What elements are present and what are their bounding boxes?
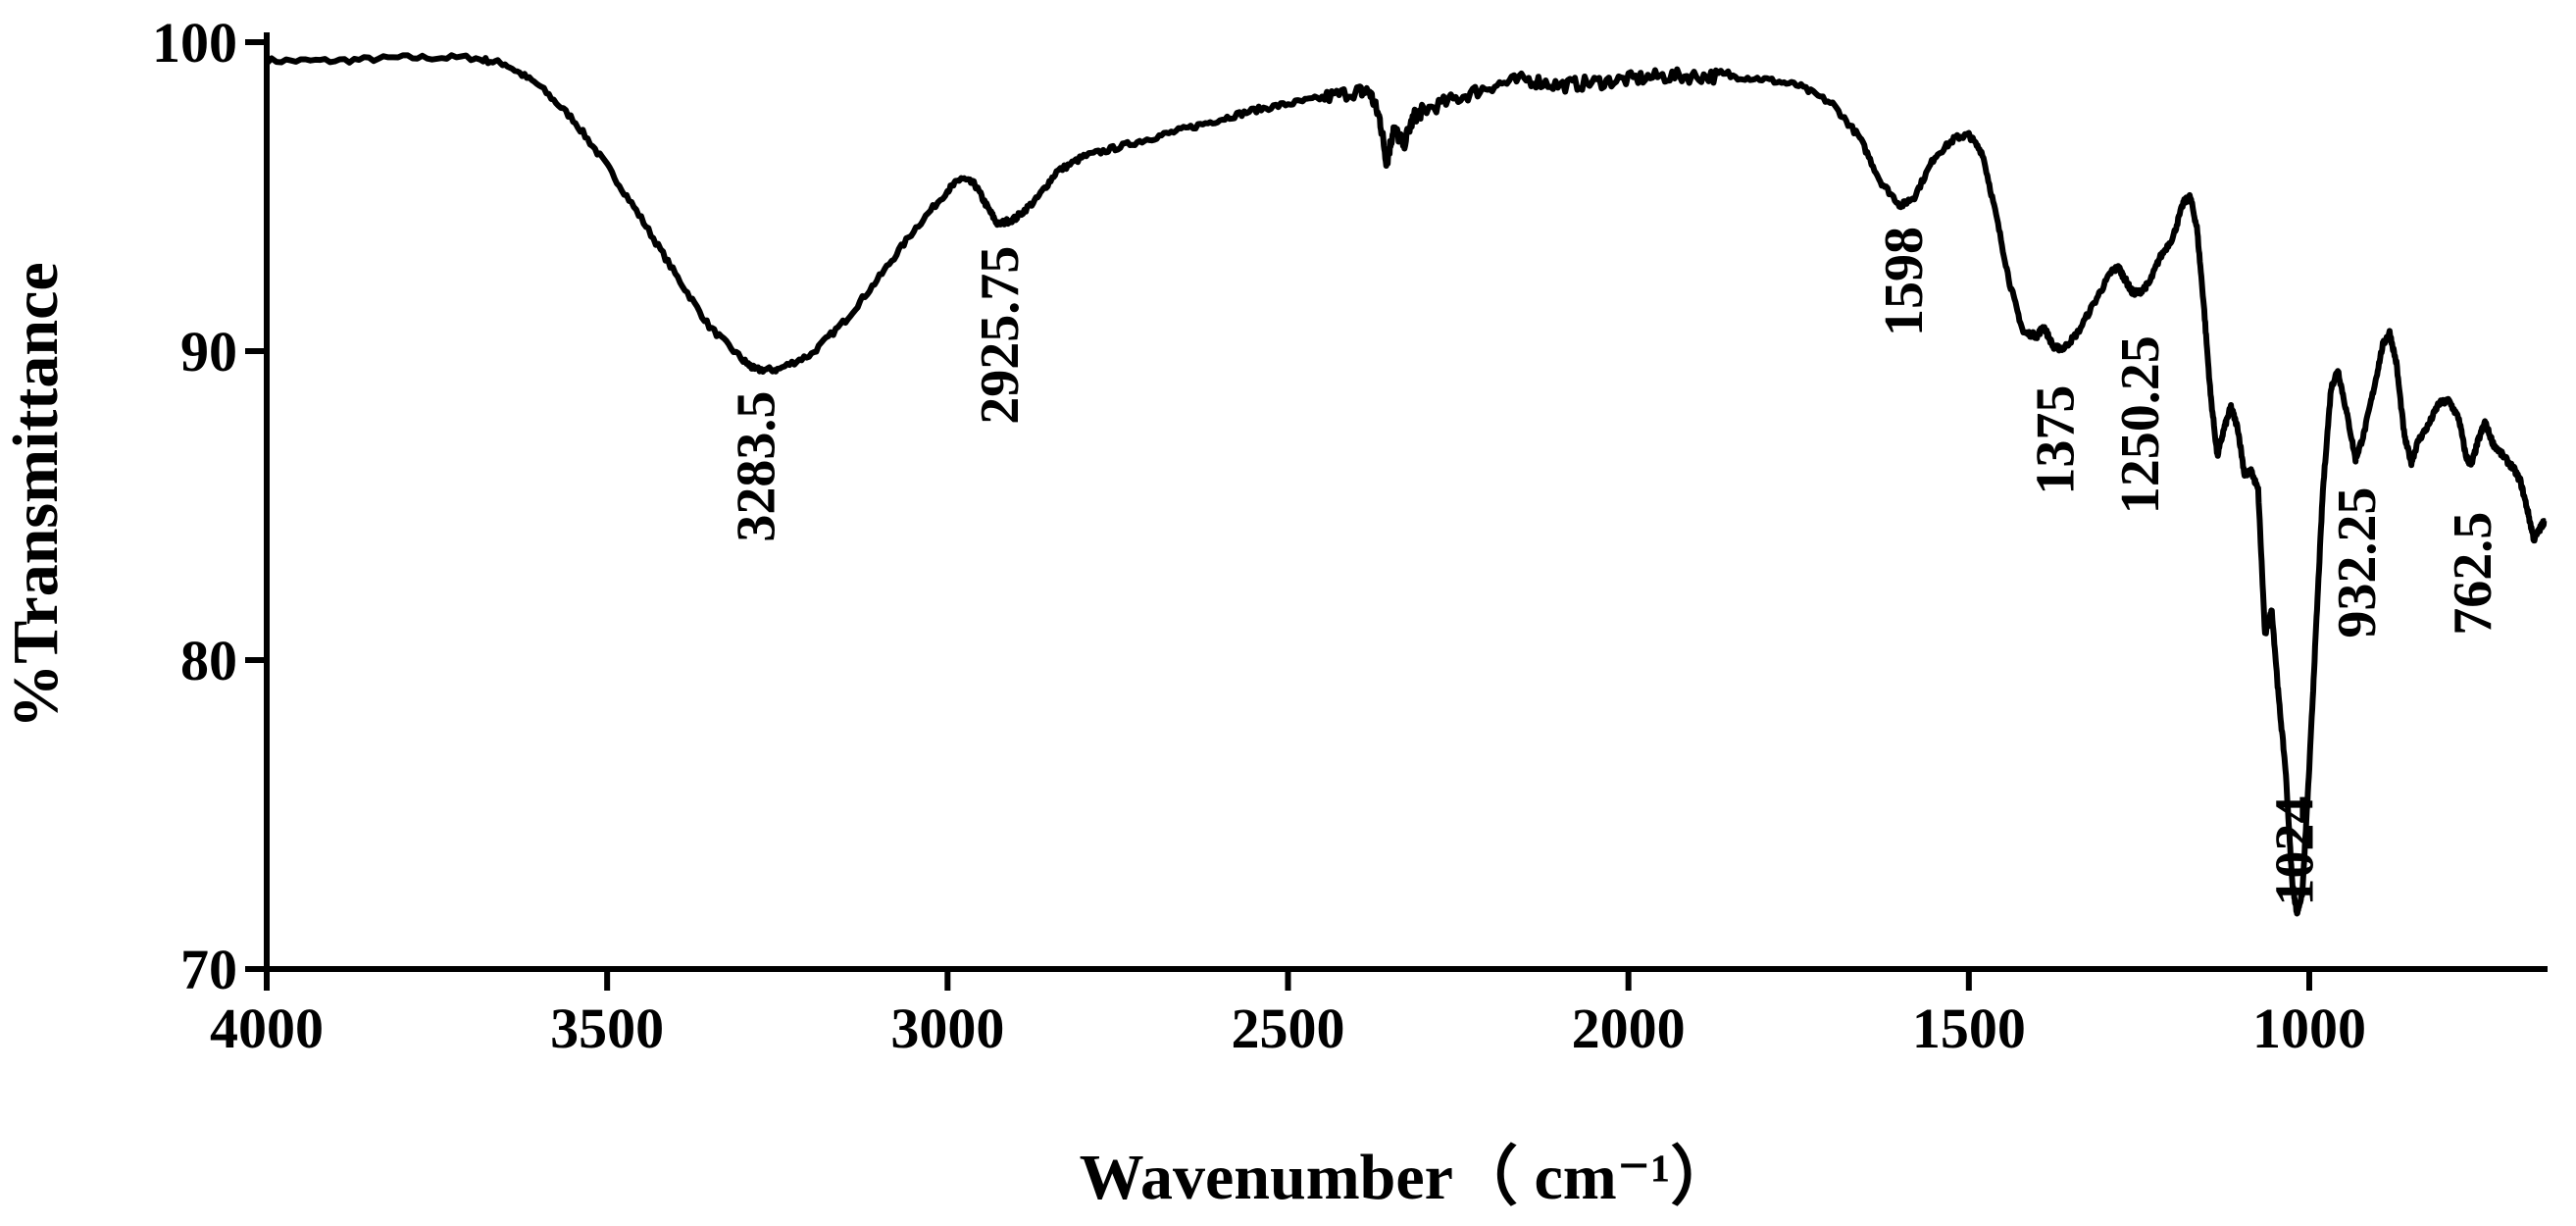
y-tick-label: 100 (152, 11, 237, 75)
spectrum-line (264, 52, 2548, 917)
x-tick-label: 2500 (1231, 996, 1344, 1060)
y-tick-label: 90 (180, 320, 237, 383)
y-axis-ticks: 70 80 90 100 (152, 11, 267, 1001)
y-axis-title: %Transmittance (0, 262, 72, 728)
x-tick-label: 3000 (890, 996, 1004, 1060)
y-tick-label: 70 (180, 938, 237, 1001)
x-tick-label: 1500 (1912, 996, 2026, 1060)
y-tick-label: 80 (180, 629, 237, 692)
peak-label: 1598 (1874, 227, 1935, 336)
x-axis-ticks: 4000 3500 3000 2500 2000 1500 1000 (210, 969, 2366, 1060)
peak-label: 1250.25 (2110, 335, 2171, 514)
peak-label: 932.25 (2327, 487, 2388, 639)
peak-label: 762.5 (2443, 512, 2503, 636)
x-axis-title: Wavenumber（ cm⁻¹） (1080, 1141, 1736, 1213)
x-tick-label: 1000 (2252, 996, 2366, 1060)
x-tick-label: 4000 (210, 996, 324, 1060)
peak-annotations: 3283.5 2925.75 1598 1375 1250.25 1024 932.25 76… (727, 227, 2503, 906)
x-tick-label: 3500 (550, 996, 664, 1060)
x-tick-label: 2000 (1572, 996, 1686, 1060)
peak-label: 1375 (2026, 385, 2087, 495)
peak-label: 3283.5 (727, 391, 787, 542)
peak-label: 2925.75 (970, 246, 1031, 425)
peak-label: 1024 (2264, 796, 2325, 906)
plot-area (264, 32, 2548, 972)
